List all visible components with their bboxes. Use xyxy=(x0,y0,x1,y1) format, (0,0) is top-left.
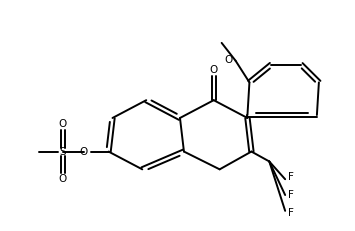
Text: S: S xyxy=(60,146,66,157)
Text: F: F xyxy=(288,172,294,182)
Text: O: O xyxy=(80,146,88,157)
Text: F: F xyxy=(288,190,294,200)
Text: O: O xyxy=(59,174,67,184)
Text: O: O xyxy=(224,55,233,65)
Text: O: O xyxy=(209,65,218,76)
Text: F: F xyxy=(288,208,294,218)
Text: O: O xyxy=(59,119,67,129)
